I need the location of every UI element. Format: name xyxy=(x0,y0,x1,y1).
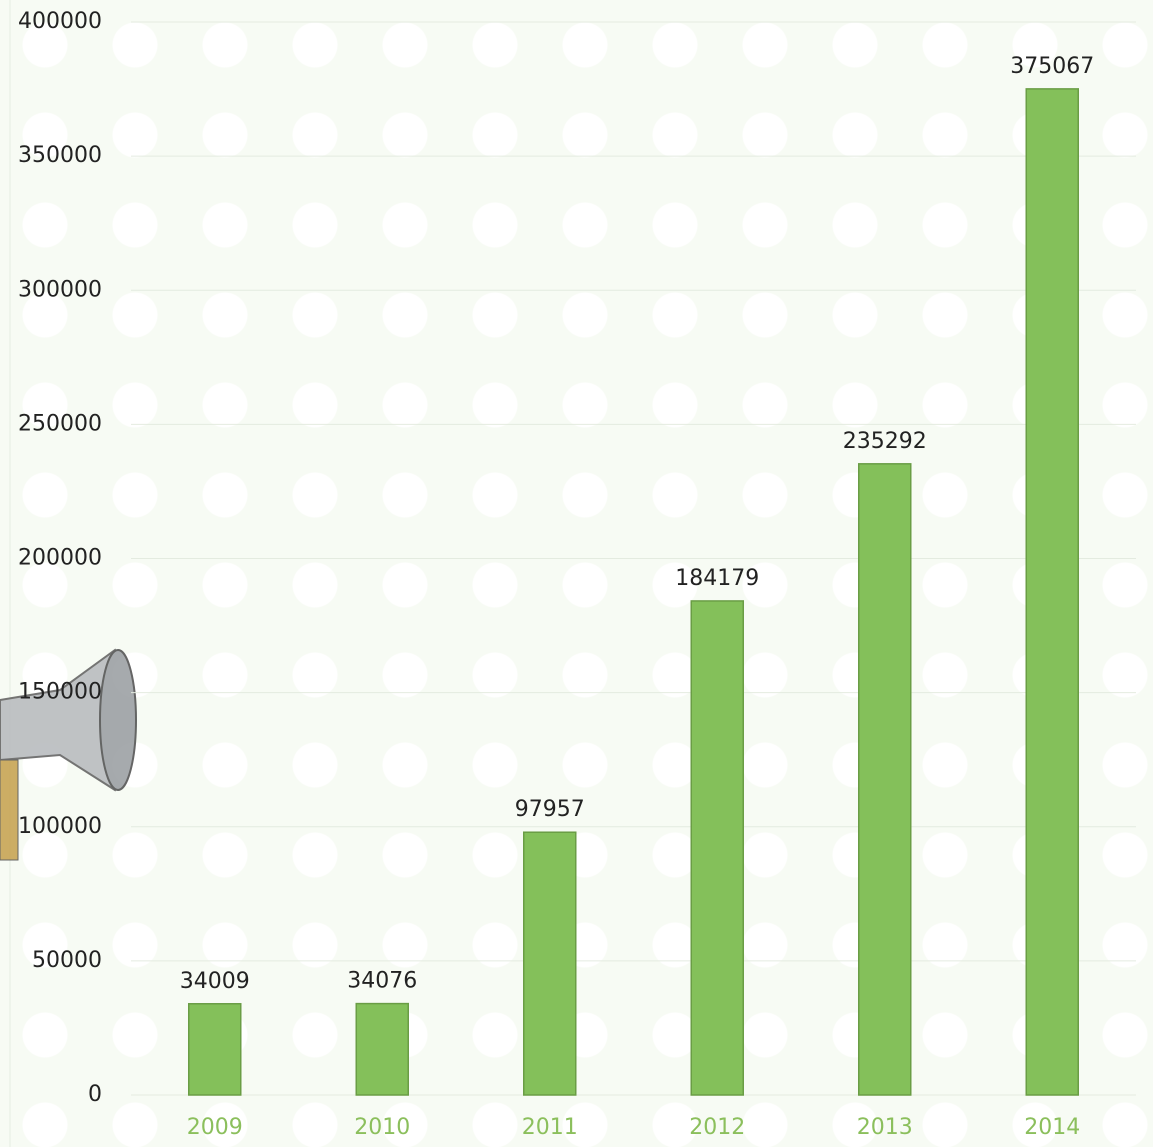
y-tick-label: 100000 xyxy=(18,814,102,839)
bar xyxy=(355,1002,409,1096)
x-tick-label: 2013 xyxy=(857,1115,913,1140)
x-tick-label: 2009 xyxy=(187,1115,243,1140)
bar xyxy=(523,831,577,1096)
value-label: 34076 xyxy=(347,969,417,994)
y-tick-label: 50000 xyxy=(32,948,102,973)
y-tick-label: 250000 xyxy=(18,411,102,436)
y-tick-label: 200000 xyxy=(18,546,102,571)
x-tick-label: 2010 xyxy=(354,1115,410,1140)
megaphone-decoration xyxy=(0,648,137,861)
bar xyxy=(858,463,912,1096)
value-label: 375067 xyxy=(1010,54,1094,79)
y-tick-label: 350000 xyxy=(18,143,102,168)
value-label: 34009 xyxy=(180,969,250,994)
bar xyxy=(1025,88,1079,1096)
value-label: 235292 xyxy=(843,429,927,454)
x-tick-label: 2012 xyxy=(689,1115,745,1140)
y-tick-label: 300000 xyxy=(18,277,102,302)
bar xyxy=(188,1003,242,1096)
x-tick-label: 2011 xyxy=(522,1115,578,1140)
y-tick-label: 400000 xyxy=(18,9,102,34)
x-tick-label: 2014 xyxy=(1024,1115,1080,1140)
value-label: 97957 xyxy=(515,797,585,822)
y-tick-label: 0 xyxy=(88,1082,102,1107)
bar xyxy=(690,600,744,1096)
value-label: 184179 xyxy=(675,566,759,591)
y-tick-label: 150000 xyxy=(18,680,102,705)
